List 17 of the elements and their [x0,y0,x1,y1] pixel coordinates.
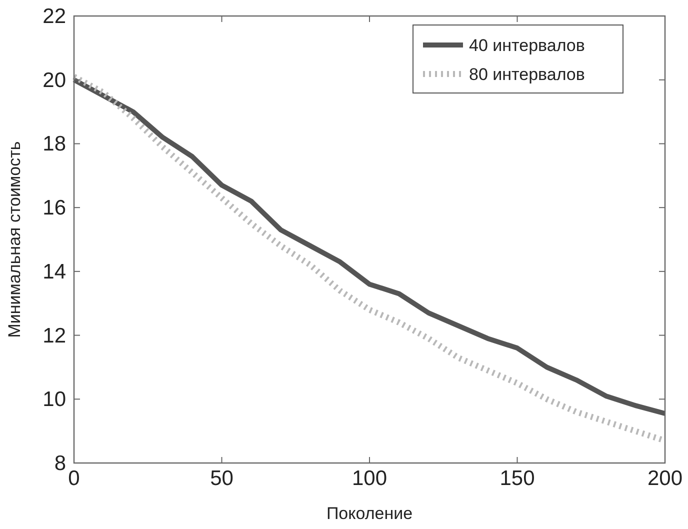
y-tick-label: 20 [42,68,66,92]
legend-label: 40 интервалов [469,36,585,55]
y-axis-title: Минимальная стоимость [5,141,24,338]
x-tick-label: 100 [352,467,388,490]
y-tick-label: 22 [42,5,66,28]
y-tick-label: 12 [42,324,66,348]
x-tick-label: 150 [500,467,535,490]
x-axis-title: Поколение [326,504,413,523]
legend-label: 80 интервалов [469,65,585,84]
x-tick-label: 0 [68,467,80,490]
y-tick-label: 10 [42,388,66,412]
x-tick-label: 50 [210,467,234,490]
y-tick-label: 8 [54,452,66,475]
x-tick-label: 200 [647,467,683,490]
y-tick-label: 16 [42,196,66,220]
y-tick-label: 18 [42,132,66,156]
y-tick-label: 14 [42,260,66,284]
